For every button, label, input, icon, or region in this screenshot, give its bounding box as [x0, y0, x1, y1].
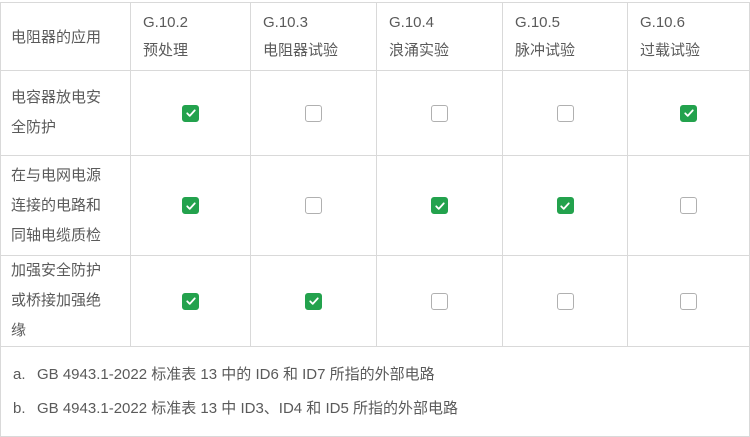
test-checkbox[interactable] — [556, 197, 574, 214]
footnotes-cell: a. GB 4943.1-2022 标准表 13 中的 ID6 和 ID7 所指… — [0, 346, 750, 437]
column-header-g106: G.10.6 过载试验 — [627, 2, 750, 71]
column-header-g105: G.10.5 脉冲试验 — [502, 2, 628, 71]
test-checkbox[interactable] — [431, 197, 448, 214]
footnote-a: a. GB 4943.1-2022 标准表 13 中的 ID6 和 ID7 所指… — [13, 358, 739, 392]
test-checkbox[interactable] — [305, 197, 322, 214]
footnotes-row: a. GB 4943.1-2022 标准表 13 中的 ID6 和 ID7 所指… — [0, 346, 750, 437]
column-name: 预处理 — [143, 41, 189, 59]
test-checkbox[interactable] — [305, 292, 322, 310]
column-name: 电阻器试验 — [263, 41, 339, 59]
column-name: 浪涌实验 — [389, 41, 450, 59]
footnote-text: GB 4943.1-2022 标准表 13 中的 ID6 和 ID7 所指的外部… — [37, 366, 435, 383]
column-code: G.10.3 — [263, 13, 309, 31]
test-checkbox[interactable] — [182, 197, 199, 214]
footnote-marker: b. — [13, 400, 26, 417]
corner-header: 电阻器的应用 — [0, 2, 131, 71]
test-checkbox[interactable] — [680, 197, 697, 214]
row-label: 加强安全防护或桥接加强绝缘 — [0, 255, 131, 347]
test-checkbox[interactable] — [680, 104, 697, 122]
row-label: 在与电网电源连接的电路和同轴电缆质检 — [0, 155, 131, 256]
test-checkbox[interactable] — [431, 292, 448, 310]
test-checkbox[interactable] — [680, 292, 697, 310]
test-checkbox[interactable] — [182, 292, 199, 310]
test-checkbox[interactable] — [182, 104, 199, 122]
check-icon — [185, 297, 196, 305]
column-code: G.10.2 — [143, 13, 189, 31]
table-row-mains-coax: 在与电网电源连接的电路和同轴电缆质检 — [0, 155, 750, 256]
row-label: 电容器放电安全防护 — [0, 70, 131, 156]
table-row-reinforced-insulation: 加强安全防护或桥接加强绝缘 — [0, 255, 750, 347]
column-header-g104: G.10.4 浪涌实验 — [376, 2, 503, 71]
column-header-g103: G.10.3 电阻器试验 — [250, 2, 377, 71]
column-header-g102: G.10.2 预处理 — [130, 2, 251, 71]
footnote-text: GB 4943.1-2022 标准表 13 中 ID3、ID4 和 ID5 所指… — [37, 400, 458, 417]
header-row: 电阻器的应用 G.10.2 预处理 G.10.3 电阻器试验 G.10.4 浪涌… — [0, 2, 750, 71]
check-icon — [683, 109, 694, 117]
test-checkbox[interactable] — [305, 104, 322, 122]
column-name: 脉冲试验 — [515, 41, 576, 59]
column-code: G.10.6 — [640, 13, 686, 31]
check-icon — [185, 201, 196, 210]
check-icon — [560, 201, 570, 210]
test-checkbox[interactable] — [431, 104, 448, 122]
footnote-b: b. GB 4943.1-2022 标准表 13 中 ID3、ID4 和 ID5… — [13, 392, 739, 426]
check-icon — [434, 201, 445, 210]
footnote-marker: a. — [13, 366, 26, 383]
column-code: G.10.5 — [515, 13, 561, 31]
test-checkbox[interactable] — [556, 292, 574, 310]
test-checkbox[interactable] — [556, 104, 574, 122]
column-code: G.10.4 — [389, 13, 435, 31]
check-icon — [185, 109, 196, 117]
check-icon — [308, 297, 319, 305]
column-name: 过载试验 — [640, 41, 701, 59]
table-row-capacitor-discharge: 电容器放电安全防护 — [0, 70, 750, 156]
